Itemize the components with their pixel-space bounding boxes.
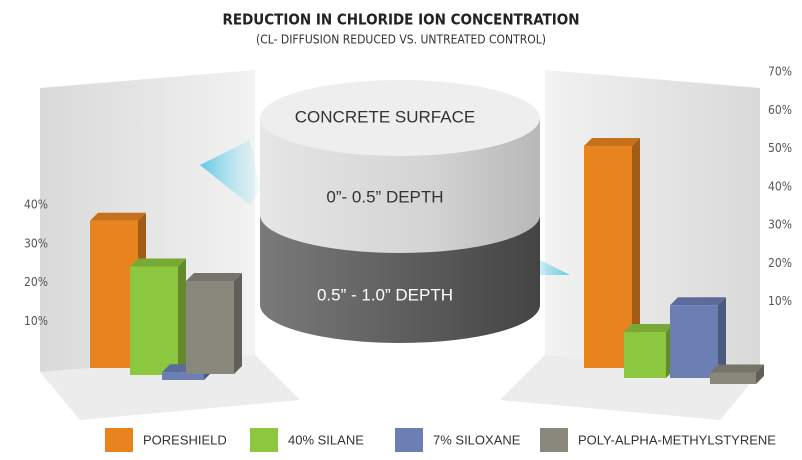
y-tick-label: 20% bbox=[24, 275, 48, 289]
legend-swatch bbox=[540, 428, 568, 452]
bar-side bbox=[756, 364, 764, 384]
title: REDUCTION IN CHLORIDE ION CONCENTRATION bbox=[222, 11, 579, 29]
bar bbox=[186, 281, 234, 374]
bar bbox=[624, 332, 666, 378]
cylinder-label: 0.5” - 1.0” DEPTH bbox=[317, 285, 453, 304]
bar bbox=[670, 305, 718, 378]
y-tick-label: 30% bbox=[768, 218, 792, 232]
y-tick-label: 60% bbox=[768, 103, 792, 117]
bar-top bbox=[90, 212, 146, 221]
bar bbox=[710, 372, 756, 384]
bar bbox=[584, 145, 632, 368]
y-tick-label: 40% bbox=[768, 179, 792, 193]
bar-top bbox=[130, 258, 186, 267]
y-tick-label: 50% bbox=[768, 141, 792, 155]
bar bbox=[162, 372, 204, 380]
y-tick-label: 40% bbox=[24, 198, 48, 212]
y-tick-label: 70% bbox=[768, 65, 792, 79]
bar-top bbox=[584, 137, 640, 146]
legend-label: 40% SILANE bbox=[288, 432, 364, 447]
arrow bbox=[200, 140, 260, 205]
cylinder-label: CONCRETE SURFACE bbox=[295, 107, 475, 126]
bar-side bbox=[718, 297, 726, 378]
legend-label: 7% SILOXANE bbox=[433, 432, 521, 447]
cylinder-upper bbox=[260, 118, 540, 253]
legend-swatch bbox=[395, 428, 423, 452]
bar-top bbox=[710, 364, 764, 373]
y-tick-label: 30% bbox=[24, 236, 48, 250]
legend-label: POLY-ALPHA-METHYLSTYRENE bbox=[578, 432, 776, 447]
subtitle: (CL- DIFFUSION REDUCED VS. UNTREATED CON… bbox=[256, 33, 546, 47]
bar bbox=[130, 266, 178, 375]
bar-top bbox=[186, 273, 242, 281]
y-tick-label: 20% bbox=[768, 256, 792, 270]
cylinder-label: 0”- 0.5” DEPTH bbox=[326, 187, 443, 206]
bar-side bbox=[178, 258, 186, 375]
bar-side bbox=[234, 273, 242, 374]
legend-swatch bbox=[105, 428, 133, 452]
legend-swatch bbox=[250, 428, 278, 452]
legend-label: PORESHIELD bbox=[143, 432, 227, 447]
cylinder-top bbox=[260, 80, 540, 156]
y-tick-label: 10% bbox=[24, 314, 48, 328]
y-tick-label: 10% bbox=[768, 294, 792, 308]
bar-top bbox=[624, 324, 674, 333]
bar-top bbox=[670, 297, 726, 306]
bar-side bbox=[632, 137, 640, 368]
